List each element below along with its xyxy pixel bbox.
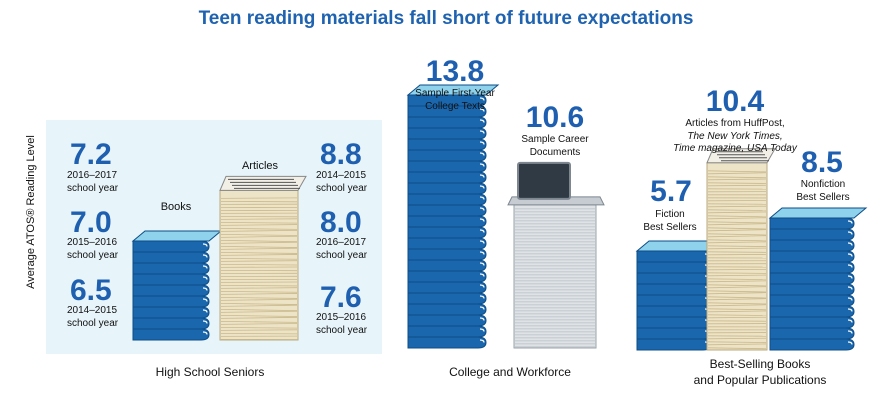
- cw-career-label: Sample Career Documents: [521, 134, 589, 158]
- y-axis-label: Average ATOS® Reading Level: [25, 135, 37, 289]
- bs-fiction-value: 5.7: [650, 175, 692, 208]
- cw-first-year-label: Sample First-Year College Texts: [415, 88, 495, 112]
- bs-nonfiction-value: 8.5: [801, 146, 843, 179]
- group-label-best-selling: Best-Selling Books and Popular Publicatio…: [693, 357, 827, 387]
- hs-articles-stack-icon: [219, 175, 307, 341]
- hs-articles-value-3: 7.6: [320, 281, 362, 314]
- hs-books-value-3: 6.5: [70, 274, 112, 307]
- hs-articles-period-3: 2015–2016 school year: [316, 312, 368, 336]
- bs-articles-value: 10.4: [705, 85, 765, 118]
- laptop-paper-stack-icon: [507, 161, 605, 349]
- hs-articles-value-1: 8.8: [320, 138, 362, 171]
- hs-books-stack-icon: [131, 230, 223, 341]
- hs-books-label: Books: [160, 201, 192, 213]
- chart-title: Teen reading materials fall short of fut…: [198, 8, 694, 29]
- hs-books-value-1: 7.2: [70, 138, 112, 171]
- bs-nonfiction-label: Nonfiction Best Sellers: [796, 179, 850, 203]
- cw-first-year-value: 13.8: [425, 55, 485, 88]
- cw-first-year-stack-icon: [406, 84, 500, 349]
- bs-fiction-label: Fiction Best Sellers: [643, 209, 697, 233]
- bs-articles-label: Articles from HuffPost, The New York Time…: [673, 118, 797, 154]
- hs-articles-label: Articles: [241, 160, 279, 172]
- hs-books-value-2: 7.0: [70, 206, 112, 239]
- cw-career-value: 10.6: [525, 101, 585, 134]
- hs-articles-period-2: 2016–2017 school year: [316, 237, 368, 261]
- group-label-college-workforce: College and Workforce: [449, 365, 571, 379]
- bs-articles-stack-icon: [706, 148, 776, 351]
- hs-articles-period-1: 2014–2015 school year: [316, 170, 368, 194]
- hs-books-period-2: 2015–2016 school year: [67, 237, 119, 261]
- hs-articles-value-2: 8.0: [320, 206, 362, 239]
- hs-books-period-1: 2016–2017 school year: [67, 170, 119, 194]
- bs-nonfiction-stack-icon: [768, 207, 868, 351]
- hs-books-period-3: 2014–2015 school year: [67, 305, 119, 329]
- group-label-high-school: High School Seniors: [155, 365, 265, 379]
